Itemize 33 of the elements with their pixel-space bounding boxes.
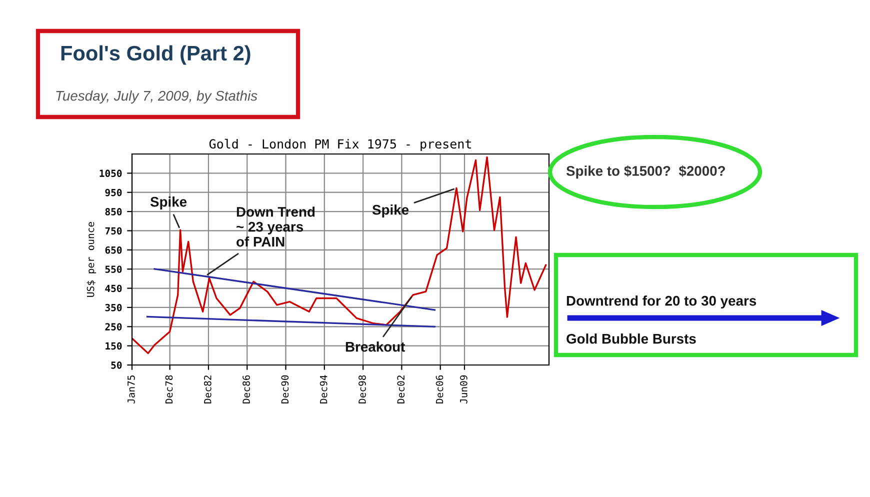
y-tick-label: 50 bbox=[111, 361, 122, 369]
x-tick-label: Dec78 bbox=[165, 375, 173, 404]
y-tick-label: 250 bbox=[105, 323, 122, 330]
y-tick-label: 750 bbox=[105, 227, 122, 235]
annotation: Breakout bbox=[346, 342, 406, 352]
chart-title: Gold - London PM Fix 1975 - present bbox=[209, 138, 471, 152]
y-tick-label: 950 bbox=[105, 188, 122, 196]
x-tick-label: Dec86 bbox=[242, 375, 250, 404]
text: Tuesday, July 7, 2009, by Stathis bbox=[56, 90, 258, 104]
x-tick-label: Dec06 bbox=[436, 375, 444, 404]
x-tick-label: Jan75 bbox=[128, 376, 135, 404]
line-series bbox=[132, 156, 547, 354]
annotation: Spike bbox=[150, 196, 187, 210]
x-tick-label: Dec94 bbox=[320, 375, 328, 404]
text: Fool's Gold (Part 2) bbox=[61, 45, 250, 65]
annotation: Spike bbox=[372, 204, 409, 218]
y-tick-label: 850 bbox=[105, 208, 122, 216]
text: Spike to $1500? $2000? bbox=[566, 165, 726, 179]
x-tick-label: Dec90 bbox=[281, 375, 289, 404]
y-axis-title: US$ per ounce bbox=[86, 222, 96, 297]
x-tick-label: Dec98 bbox=[358, 375, 366, 404]
y-tick-label: 150 bbox=[106, 342, 122, 350]
text: Gold Bubble Bursts bbox=[566, 334, 696, 344]
y-tick-label: 350 bbox=[105, 304, 122, 312]
x-tick-label: Jun09 bbox=[460, 375, 468, 404]
annotation: Down Trend ~ 23 years of PAIN bbox=[236, 206, 315, 247]
y-tick-label: 450 bbox=[105, 284, 122, 292]
text: Downtrend for 20 to 30 years bbox=[566, 296, 756, 308]
y-tick-label: 1050 bbox=[100, 170, 122, 178]
y-tick-label: 550 bbox=[105, 266, 122, 273]
x-tick-label: Dec02 bbox=[397, 376, 405, 404]
x-tick-label: Dec82 bbox=[204, 376, 212, 404]
y-tick-label: 650 bbox=[105, 246, 122, 254]
